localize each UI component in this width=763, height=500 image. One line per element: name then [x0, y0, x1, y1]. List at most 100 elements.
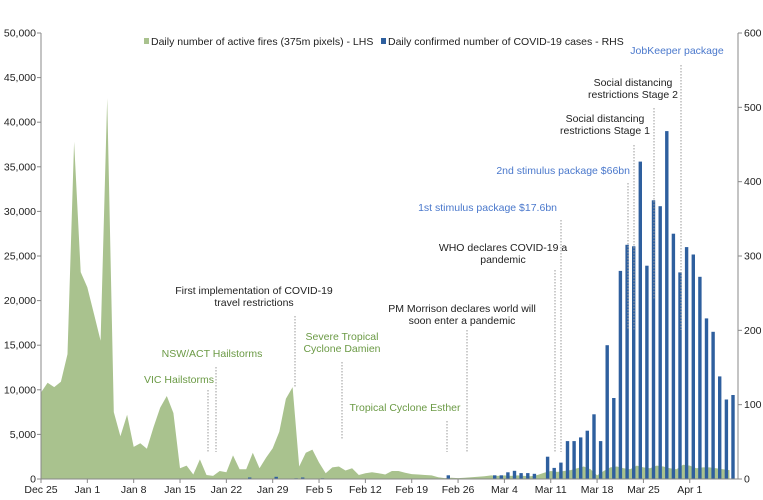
annotation-label-3: Severe Tropical Cyclone Damien [303, 331, 380, 355]
right-tick-label: 0 [744, 474, 750, 486]
annotation-label-7: 1st stimulus package $17.6bn [418, 202, 557, 214]
covid-bar-2020-04-03 [704, 318, 709, 479]
right-tick-label: 200 [744, 325, 762, 337]
right-tick-label: 100 [744, 399, 762, 411]
left-tick-label: 10,000 [4, 384, 36, 396]
legend-label-fires: Daily number of active fires (375m pixel… [151, 36, 373, 48]
annotation-line-text: Cyclone Damien [303, 343, 380, 355]
covid-bar-2020-03-24 [638, 161, 642, 479]
right-tick-label: 300 [744, 251, 762, 263]
legend-label-covid: Daily confirmed number of COVID-19 cases… [388, 36, 624, 48]
covid-bar-2020-03-12 [559, 462, 563, 479]
covid-bar-2020-04-05 [718, 376, 722, 479]
left-tick-label: 0 [30, 474, 36, 486]
left-tick-label: 15,000 [4, 340, 36, 352]
covid-bar-2020-03-28 [665, 131, 669, 479]
covid-bar-2020-03-05 [512, 470, 517, 479]
x-tick-label: Feb 5 [306, 484, 333, 496]
annotation-label-8: 2nd stimulus package $66bn [496, 165, 630, 177]
covid-bar-2020-03-10 [545, 456, 550, 479]
annotation-label-4: Tropical Cyclone Esther [349, 402, 461, 414]
x-tick-label: Feb 26 [442, 484, 475, 496]
annotation-line-text: WHO declares COVID-19 a [439, 242, 568, 254]
annotation-line-text: Social distancing [566, 113, 645, 125]
covid-bar-2020-03-06 [519, 473, 523, 479]
annotation-line-text: VIC Hailstorms [144, 374, 214, 386]
x-tick-label: Dec 25 [24, 484, 57, 496]
covid-bar-2020-03-25 [645, 265, 649, 479]
covid-bar-2020-03-26 [651, 200, 656, 480]
covid-bar-2020-03-29 [671, 233, 676, 479]
left-tick-label: 20,000 [4, 295, 36, 307]
annotation-line-text: travel restrictions [214, 297, 293, 309]
annotation-label-6: WHO declares COVID-19 a pandemic [439, 242, 568, 266]
annotation-label-9: Social distancing restrictions Stage 1 [560, 113, 650, 137]
annotation-line-text: 2nd stimulus package $66bn [496, 165, 630, 177]
left-tick-label: 50,000 [4, 28, 36, 40]
covid-bar-2020-03-03 [499, 475, 503, 479]
covid-bar-2020-03-18 [598, 441, 603, 479]
covid-bar-2020-02-24 [446, 475, 450, 479]
x-tick-label: Jan 29 [257, 484, 289, 496]
left-tick-label: 30,000 [4, 206, 36, 218]
covid-bar-2020-04-04 [711, 331, 715, 479]
covid-bar-2020-03-14 [572, 441, 576, 479]
covid-bar-2020-01-29 [274, 476, 278, 479]
covid-bar-2020-03-19 [605, 345, 609, 479]
annotation-line-text: NSW/ACT Hailstorms [162, 348, 263, 360]
x-tick-label: Feb 12 [349, 484, 382, 496]
covid-bar-2020-03-30 [678, 272, 682, 479]
right-tick-label: 400 [744, 176, 762, 188]
covid-bar-2020-03-31 [684, 247, 689, 479]
left-tick-label: 25,000 [4, 251, 36, 263]
left-tick-label: 35,000 [4, 161, 36, 173]
x-tick-label: Mar 11 [535, 484, 567, 496]
covid-bar-2020-03-17 [592, 414, 596, 479]
covid-bar-2020-03-13 [565, 441, 570, 479]
annotation-label-0: VIC Hailstorms [144, 374, 214, 386]
right-tick-label: 600 [744, 28, 762, 40]
annotation-line-text: Severe Tropical [306, 331, 379, 343]
legend-swatch-fires [144, 38, 149, 44]
annotation-label-10: Social distancing restrictions Stage 2 [588, 77, 678, 101]
covid-bar-2020-03-22 [625, 244, 629, 479]
annotation-line-text: Tropical Cyclone Esther [349, 402, 461, 414]
x-tick-label: Feb 19 [395, 484, 428, 496]
left-tick-label: 40,000 [4, 117, 36, 129]
covid-bar-2020-01-25 [248, 477, 252, 479]
covid-bar-2020-04-06 [724, 399, 729, 479]
covid-bar-2020-03-04 [506, 472, 510, 479]
left-tick-label: 45,000 [4, 72, 36, 84]
x-tick-label: Jan 22 [211, 484, 243, 496]
covid-bar-2020-03-27 [658, 206, 662, 479]
covid-bar-2020-04-07 [731, 395, 735, 479]
covid-bar-2020-03-11 [552, 467, 556, 479]
x-tick-label: Jan 15 [164, 484, 196, 496]
x-tick-label: Apr 1 [677, 484, 702, 496]
annotation-line-text: soon enter a pandemic [409, 315, 516, 327]
annotation-line-text: restrictions Stage 1 [560, 125, 650, 137]
covid-bar-2020-03-21 [618, 270, 623, 479]
covid-bar-2020-03-23 [632, 246, 636, 479]
covid-bar-2020-03-07 [526, 473, 530, 479]
x-tick-label: Mar 18 [581, 484, 614, 496]
annotation-line-text: JobKeeper package [630, 45, 724, 57]
legend-swatch-covid [381, 38, 386, 44]
x-tick-label: Jan 1 [74, 484, 100, 496]
x-tick-label: Mar 4 [491, 484, 518, 496]
annotation-label-2: First implementation of COVID-19 travel r… [175, 285, 333, 309]
covid-bar-2020-03-20 [612, 398, 616, 479]
annotation-line-text: First implementation of COVID-19 [175, 285, 333, 297]
fires-area [41, 98, 730, 479]
covid-bar-2020-03-15 [579, 437, 583, 479]
covid-bar-2020-03-08 [532, 473, 537, 479]
annotation-line-text: restrictions Stage 2 [588, 89, 678, 101]
left-tick-label: 5,000 [10, 429, 36, 441]
annotation-line-text: 1st stimulus package $17.6bn [418, 202, 557, 214]
right-tick-label: 500 [744, 102, 762, 114]
covid-bar-2020-02-02 [301, 477, 305, 479]
x-tick-label: Mar 25 [627, 484, 660, 496]
annotation-label-5: PM Morrison declares world will soon ente… [388, 303, 536, 327]
covid-bar-2020-04-01 [691, 254, 695, 479]
